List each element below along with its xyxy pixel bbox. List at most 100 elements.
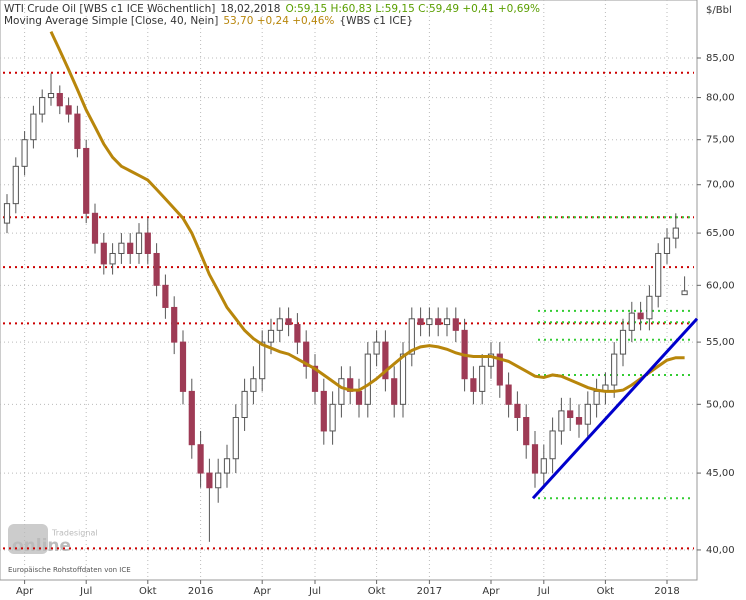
candle-body: [241, 390, 248, 419]
trendline: [531, 317, 699, 500]
candle-body: [285, 318, 292, 326]
candle-body: [628, 312, 635, 331]
candle-body: [329, 403, 336, 432]
candle-body: [232, 417, 239, 460]
candle-body: [12, 165, 19, 205]
candle-body: [540, 458, 547, 474]
watermark-logo: online: [12, 536, 71, 556]
candle-body: [496, 353, 503, 386]
indicator-value: 53,70 +0,24 +0,46%: [223, 15, 334, 27]
moving-average-line: [49, 31, 685, 393]
candle-body: [443, 318, 451, 326]
candle-body: [144, 232, 151, 254]
y-tick-label: 55,00: [706, 337, 735, 348]
y-tick-label: 60,00: [706, 280, 735, 291]
candle-body: [56, 93, 63, 107]
candle-body: [681, 290, 688, 296]
y-tick-label: 75,00: [706, 135, 735, 146]
candle-body: [118, 242, 125, 254]
candle-body: [531, 444, 539, 474]
candle-body: [399, 353, 407, 405]
symbol: WTI Crude Oil [WBS c1 ICE Wöchentlich]: [4, 3, 215, 15]
candle-body: [558, 410, 565, 432]
x-tick-label: Okt: [139, 586, 157, 597]
y-tick-label: 85,00: [706, 53, 735, 64]
candle-body: [294, 324, 301, 343]
x-tick-label: 2016: [188, 586, 213, 597]
candle-body: [197, 444, 204, 474]
candle-body: [65, 105, 72, 115]
candle-body: [47, 93, 55, 99]
header-line-1: WTI Crude Oil [WBS c1 ICE Wöchentlich] 18…: [4, 3, 540, 15]
candle-body: [646, 295, 653, 320]
candle-body: [338, 378, 345, 405]
x-tick-label: Apr: [16, 586, 34, 597]
candle-body: [355, 390, 363, 405]
candle-body: [435, 318, 442, 326]
candle-body: [417, 318, 424, 326]
candle-body: [311, 365, 319, 392]
y-tick-label: 65,00: [706, 228, 735, 239]
candle-body: [206, 472, 213, 489]
candle-body: [162, 284, 169, 308]
plot-layer: [0, 0, 699, 580]
candle-body: [39, 97, 46, 115]
y-tick-label: 70,00: [706, 180, 735, 191]
x-tick-label: Jul: [537, 586, 550, 597]
candle-body: [584, 403, 591, 425]
plot-area: [0, 0, 698, 581]
candle-body: [171, 306, 178, 343]
candle-body: [276, 318, 283, 331]
candle-body: [215, 472, 222, 489]
x-tick-label: Okt: [368, 586, 386, 597]
watermark-brand: Tradesignal: [51, 529, 98, 538]
unit-label: $/Bbl: [706, 5, 732, 16]
x-tick-label: Jul: [308, 586, 321, 597]
x-tick-label: Okt: [597, 586, 615, 597]
candle-body: [127, 242, 134, 254]
candle-body: [487, 353, 495, 367]
candle-body: [611, 353, 618, 386]
candle-body: [514, 403, 521, 419]
candle-body: [408, 318, 415, 355]
indicator: Moving Average Simple [Close, 40, Nein]: [4, 15, 218, 27]
candle-body: [549, 430, 556, 460]
candle-body: [575, 417, 583, 425]
candle-body: [21, 139, 28, 167]
y-tick-label: 80,00: [706, 93, 735, 104]
candle-body: [593, 390, 600, 405]
candle-body: [637, 312, 644, 320]
candle-body: [523, 417, 530, 446]
candle-body: [426, 318, 433, 326]
candle-body: [267, 329, 275, 343]
watermark: Tradesignal online: [8, 524, 98, 556]
candle-body: [479, 365, 486, 392]
y-tick-label: 45,00: [706, 468, 735, 479]
y-tick-label: 50,00: [706, 399, 735, 410]
x-tick-label: 2018: [654, 586, 679, 597]
candle-body: [135, 232, 143, 254]
candle-body: [83, 147, 90, 214]
candle-body: [382, 341, 389, 380]
header-line-2: Moving Average Simple [Close, 40, Nein] 5…: [4, 15, 413, 27]
x-tick-label: Apr: [254, 586, 272, 597]
candle-body: [153, 252, 160, 286]
candle-body: [567, 410, 574, 419]
candle-body: [100, 242, 107, 265]
candle-body: [109, 252, 116, 265]
candle-body: [303, 341, 310, 367]
logo-box: [8, 524, 48, 554]
candle-body: [3, 203, 11, 224]
candle-body: [619, 329, 627, 355]
date: 18,02,2018: [220, 3, 280, 15]
candle-body: [364, 353, 371, 405]
candle-body: [91, 212, 99, 244]
x-tick-label: Jul: [79, 586, 92, 597]
indicator-source: {WBS c1 ICE}: [339, 15, 413, 27]
candle-body: [179, 341, 187, 392]
footnote: Europäische Rohstoffdaten von ICE: [8, 566, 131, 574]
candle-body: [505, 384, 512, 405]
candle-body: [655, 252, 662, 297]
x-tick-label: Apr: [482, 586, 500, 597]
